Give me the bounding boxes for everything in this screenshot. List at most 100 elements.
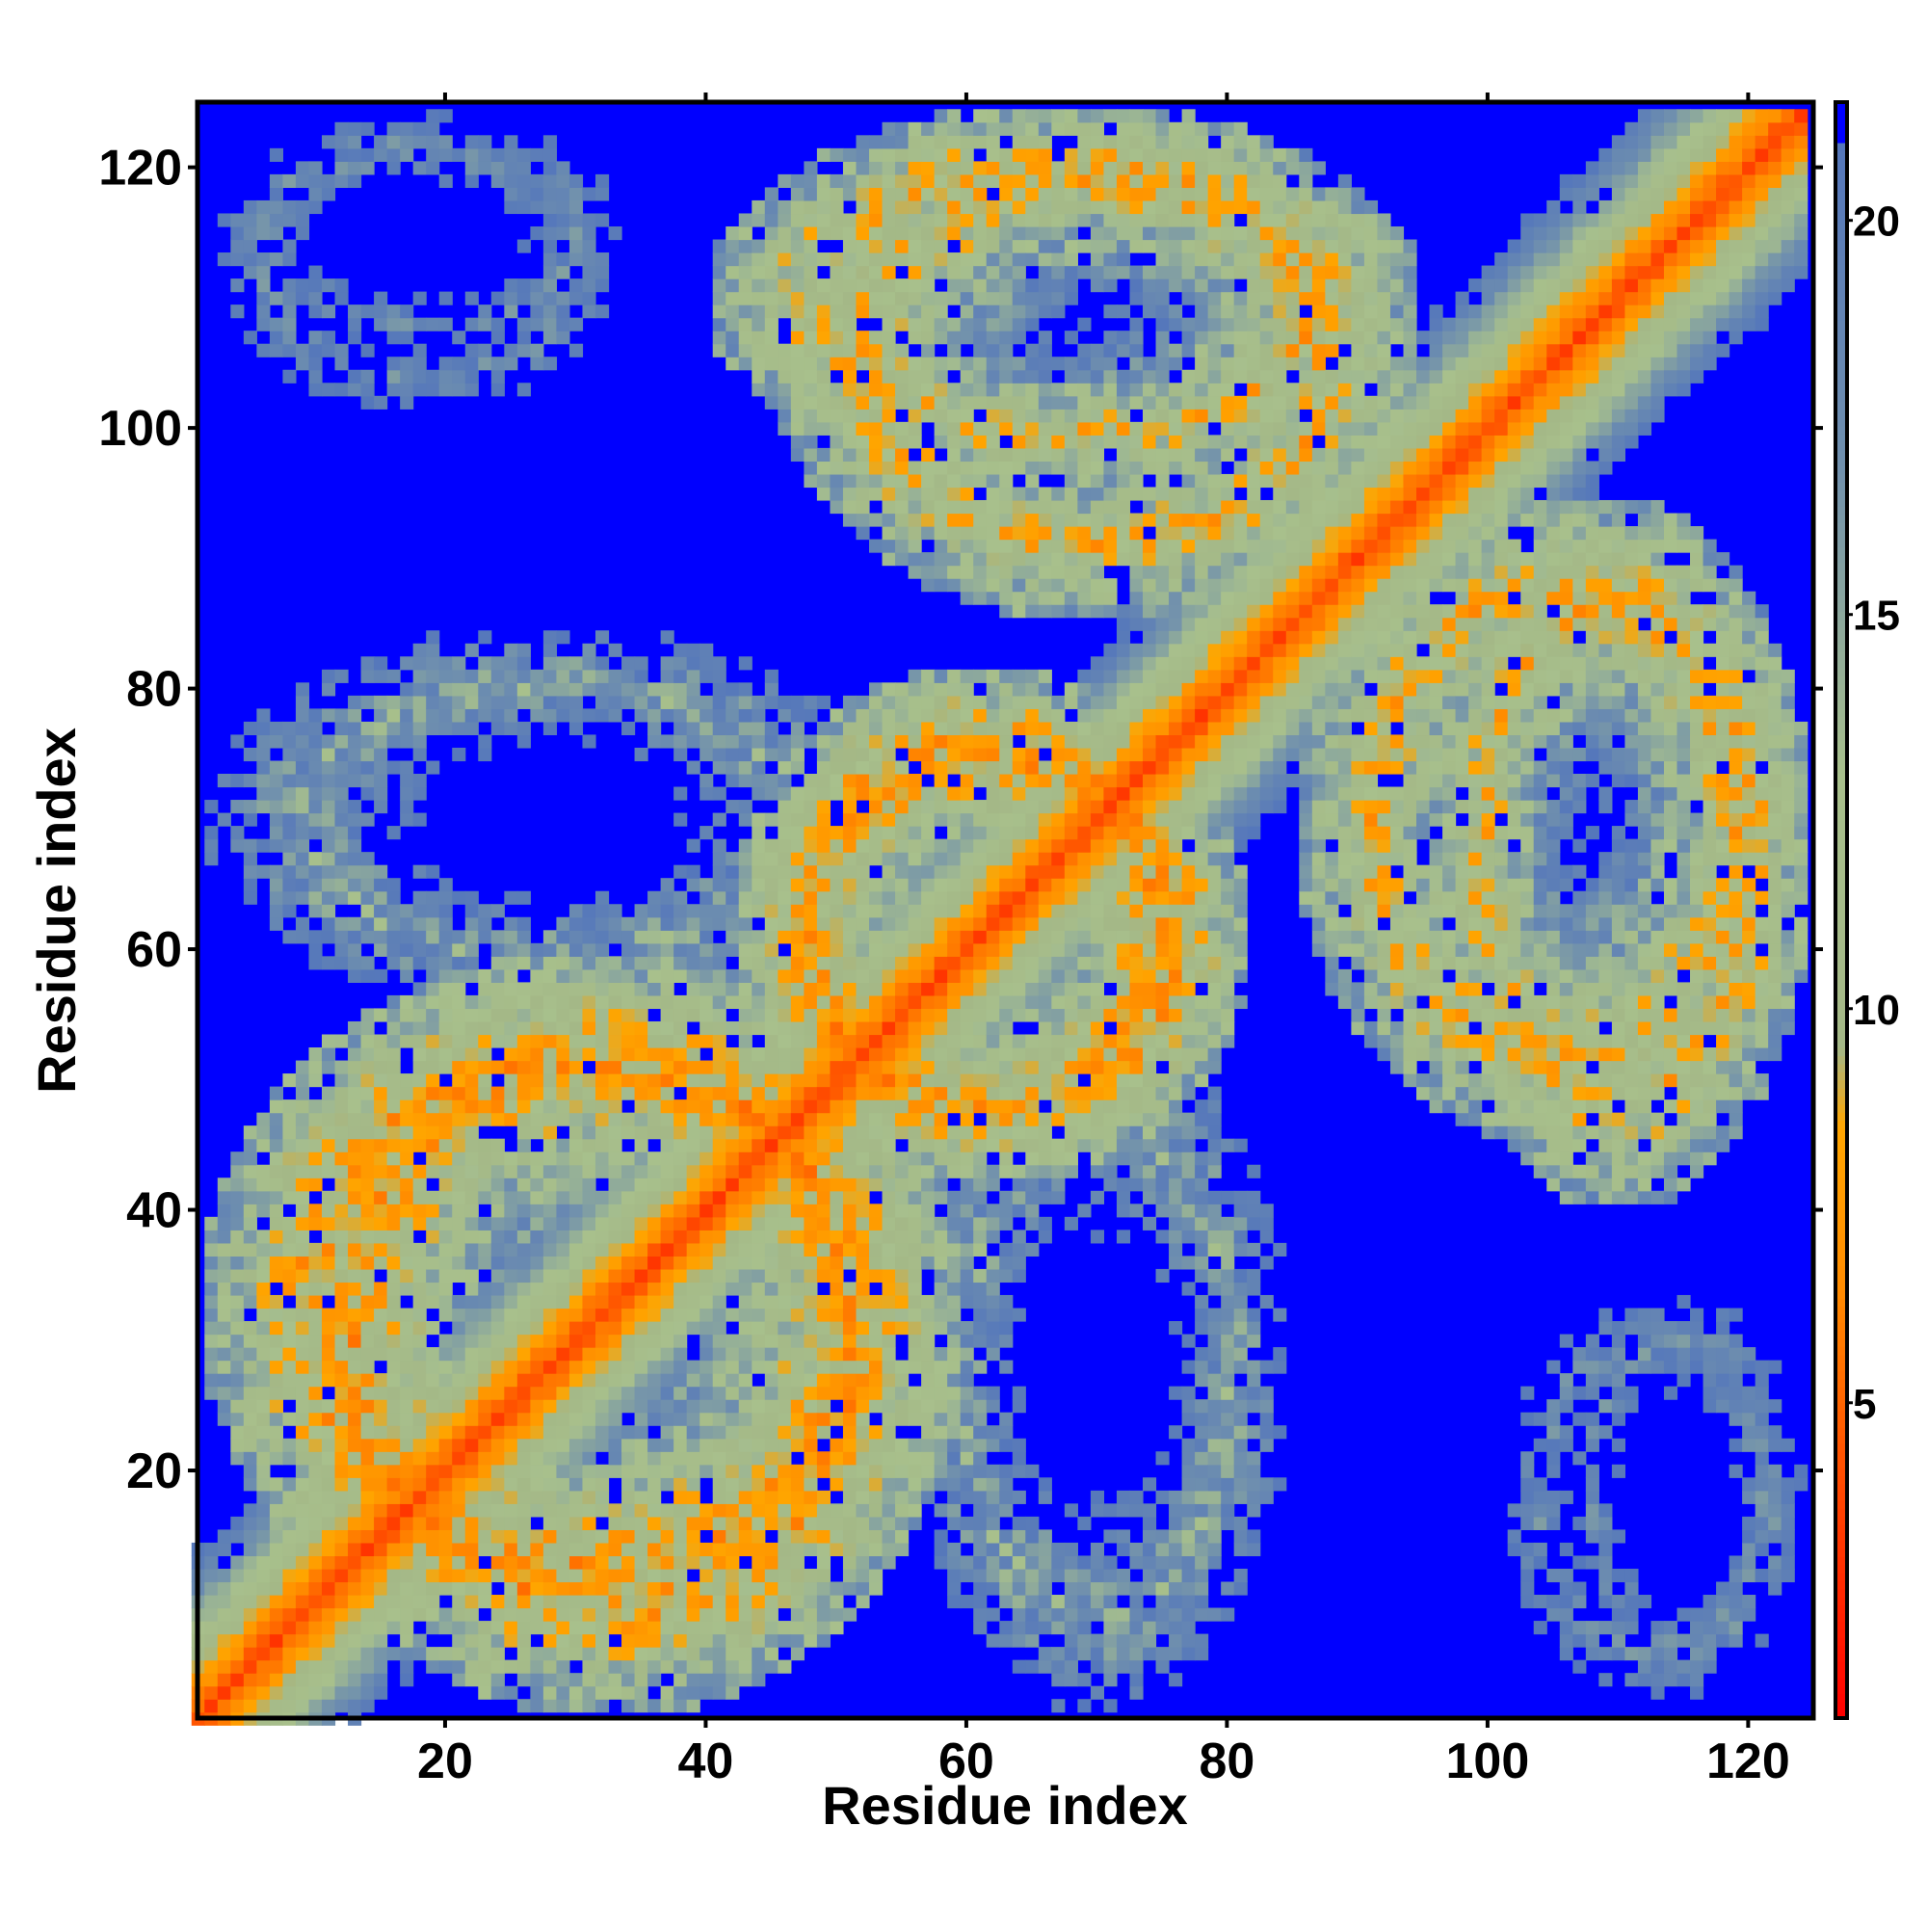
heatmap-cell bbox=[530, 1621, 544, 1635]
heatmap-cell bbox=[256, 1242, 271, 1257]
heatmap-cell bbox=[999, 1268, 1014, 1284]
heatmap-cell bbox=[869, 369, 884, 384]
heatmap-cell bbox=[308, 1685, 323, 1700]
heatmap-cell bbox=[348, 1216, 362, 1231]
heatmap-cell bbox=[321, 1477, 336, 1492]
heatmap-cell bbox=[842, 1216, 858, 1231]
heatmap-cell bbox=[908, 291, 922, 305]
heatmap-cell bbox=[542, 1673, 558, 1687]
heatmap-cell bbox=[764, 1256, 779, 1270]
heatmap-cell bbox=[934, 1230, 948, 1244]
heatmap-cell bbox=[386, 1555, 401, 1570]
heatmap-cell bbox=[752, 838, 766, 853]
heatmap-cell bbox=[608, 930, 622, 944]
heatmap-cell bbox=[908, 357, 922, 371]
heatmap-cell bbox=[542, 1386, 558, 1400]
heatmap-cell bbox=[869, 357, 884, 371]
heatmap-cell bbox=[400, 1334, 414, 1348]
heatmap-cell bbox=[282, 1673, 297, 1687]
heatmap-cell bbox=[986, 409, 1000, 423]
heatmap-cell bbox=[269, 317, 283, 331]
heatmap-cell bbox=[960, 1060, 974, 1074]
heatmap-cell bbox=[790, 942, 805, 957]
heatmap-cell bbox=[516, 1621, 531, 1635]
heatmap-cell bbox=[764, 1034, 779, 1048]
heatmap-cell bbox=[895, 461, 910, 475]
heatmap-cell bbox=[230, 1595, 245, 1609]
heatmap-cell bbox=[921, 135, 936, 149]
heatmap-cell bbox=[973, 1242, 988, 1257]
heatmap-cell bbox=[516, 994, 531, 1010]
heatmap-cell bbox=[230, 1555, 245, 1570]
heatmap-cell bbox=[921, 890, 936, 905]
heatmap-cell bbox=[568, 1373, 584, 1388]
heatmap-cell bbox=[726, 1178, 740, 1192]
heatmap-cell bbox=[660, 968, 674, 983]
heatmap-cell bbox=[360, 916, 375, 931]
heatmap-cell bbox=[712, 1542, 726, 1557]
heatmap-cell bbox=[712, 1568, 726, 1583]
heatmap-cell bbox=[830, 1347, 844, 1362]
heatmap-cell bbox=[816, 473, 832, 489]
heatmap-cell bbox=[804, 826, 818, 840]
heatmap-cell bbox=[947, 121, 962, 136]
heatmap-cell bbox=[869, 395, 884, 410]
heatmap-cell bbox=[882, 774, 896, 788]
heatmap-cell bbox=[947, 513, 962, 527]
heatmap-cell bbox=[374, 1294, 388, 1310]
heatmap-cell bbox=[778, 278, 792, 293]
heatmap-cell bbox=[804, 1151, 818, 1166]
heatmap-cell bbox=[542, 161, 558, 175]
heatmap-cell bbox=[1012, 1386, 1026, 1400]
heatmap-cell bbox=[647, 695, 662, 709]
heatmap-cell bbox=[712, 1425, 726, 1440]
heatmap-cell bbox=[386, 916, 401, 931]
heatmap-cell bbox=[360, 1178, 375, 1192]
heatmap-cell bbox=[321, 1230, 336, 1244]
heatmap-cell bbox=[308, 1099, 323, 1114]
heatmap-cell bbox=[647, 1282, 662, 1296]
heatmap-cell bbox=[321, 1581, 336, 1596]
heatmap-cell bbox=[764, 878, 779, 892]
heatmap-cell bbox=[243, 1373, 257, 1388]
heatmap-cell bbox=[464, 1607, 479, 1622]
heatmap-cell bbox=[295, 774, 310, 788]
heatmap-cell bbox=[478, 1321, 492, 1336]
heatmap-cell bbox=[726, 890, 740, 905]
heatmap-cell bbox=[490, 1256, 505, 1270]
heatmap-cell bbox=[726, 1360, 740, 1374]
heatmap-cell bbox=[673, 916, 688, 931]
heatmap-cell bbox=[673, 1138, 688, 1152]
heatmap-cell bbox=[908, 1516, 922, 1530]
heatmap-cell bbox=[999, 1360, 1014, 1374]
heatmap-cell bbox=[634, 1685, 648, 1700]
heatmap-cell bbox=[360, 656, 375, 671]
heatmap-cell bbox=[712, 878, 726, 892]
heatmap-cell bbox=[504, 1412, 518, 1426]
heatmap-cell bbox=[816, 1008, 832, 1022]
heatmap-cell bbox=[256, 1607, 271, 1622]
heatmap-cell bbox=[700, 656, 714, 671]
heatmap-cell bbox=[542, 1282, 558, 1296]
heatmap-cell bbox=[348, 1581, 362, 1596]
heatmap-cell bbox=[412, 1412, 427, 1426]
heatmap-cell bbox=[230, 278, 245, 293]
heatmap-cell bbox=[816, 1386, 832, 1400]
heatmap-cell bbox=[478, 1581, 492, 1596]
heatmap-cell bbox=[908, 838, 922, 853]
heatmap-cell bbox=[764, 1386, 779, 1400]
heatmap-cell bbox=[647, 721, 662, 736]
heatmap-cell bbox=[816, 1321, 832, 1336]
heatmap-cell bbox=[973, 669, 988, 683]
heatmap-cell bbox=[438, 1242, 453, 1257]
heatmap-cell bbox=[360, 968, 375, 983]
heatmap-cell bbox=[804, 1086, 818, 1100]
heatmap-cell bbox=[934, 1112, 948, 1126]
heatmap-cell bbox=[542, 1568, 558, 1583]
heatmap-cell bbox=[412, 786, 427, 801]
heatmap-cell bbox=[830, 1516, 844, 1530]
heatmap-cell bbox=[673, 812, 688, 827]
heatmap-cell bbox=[895, 173, 910, 188]
heatmap-cell bbox=[830, 1268, 844, 1284]
heatmap-cell bbox=[908, 552, 922, 567]
